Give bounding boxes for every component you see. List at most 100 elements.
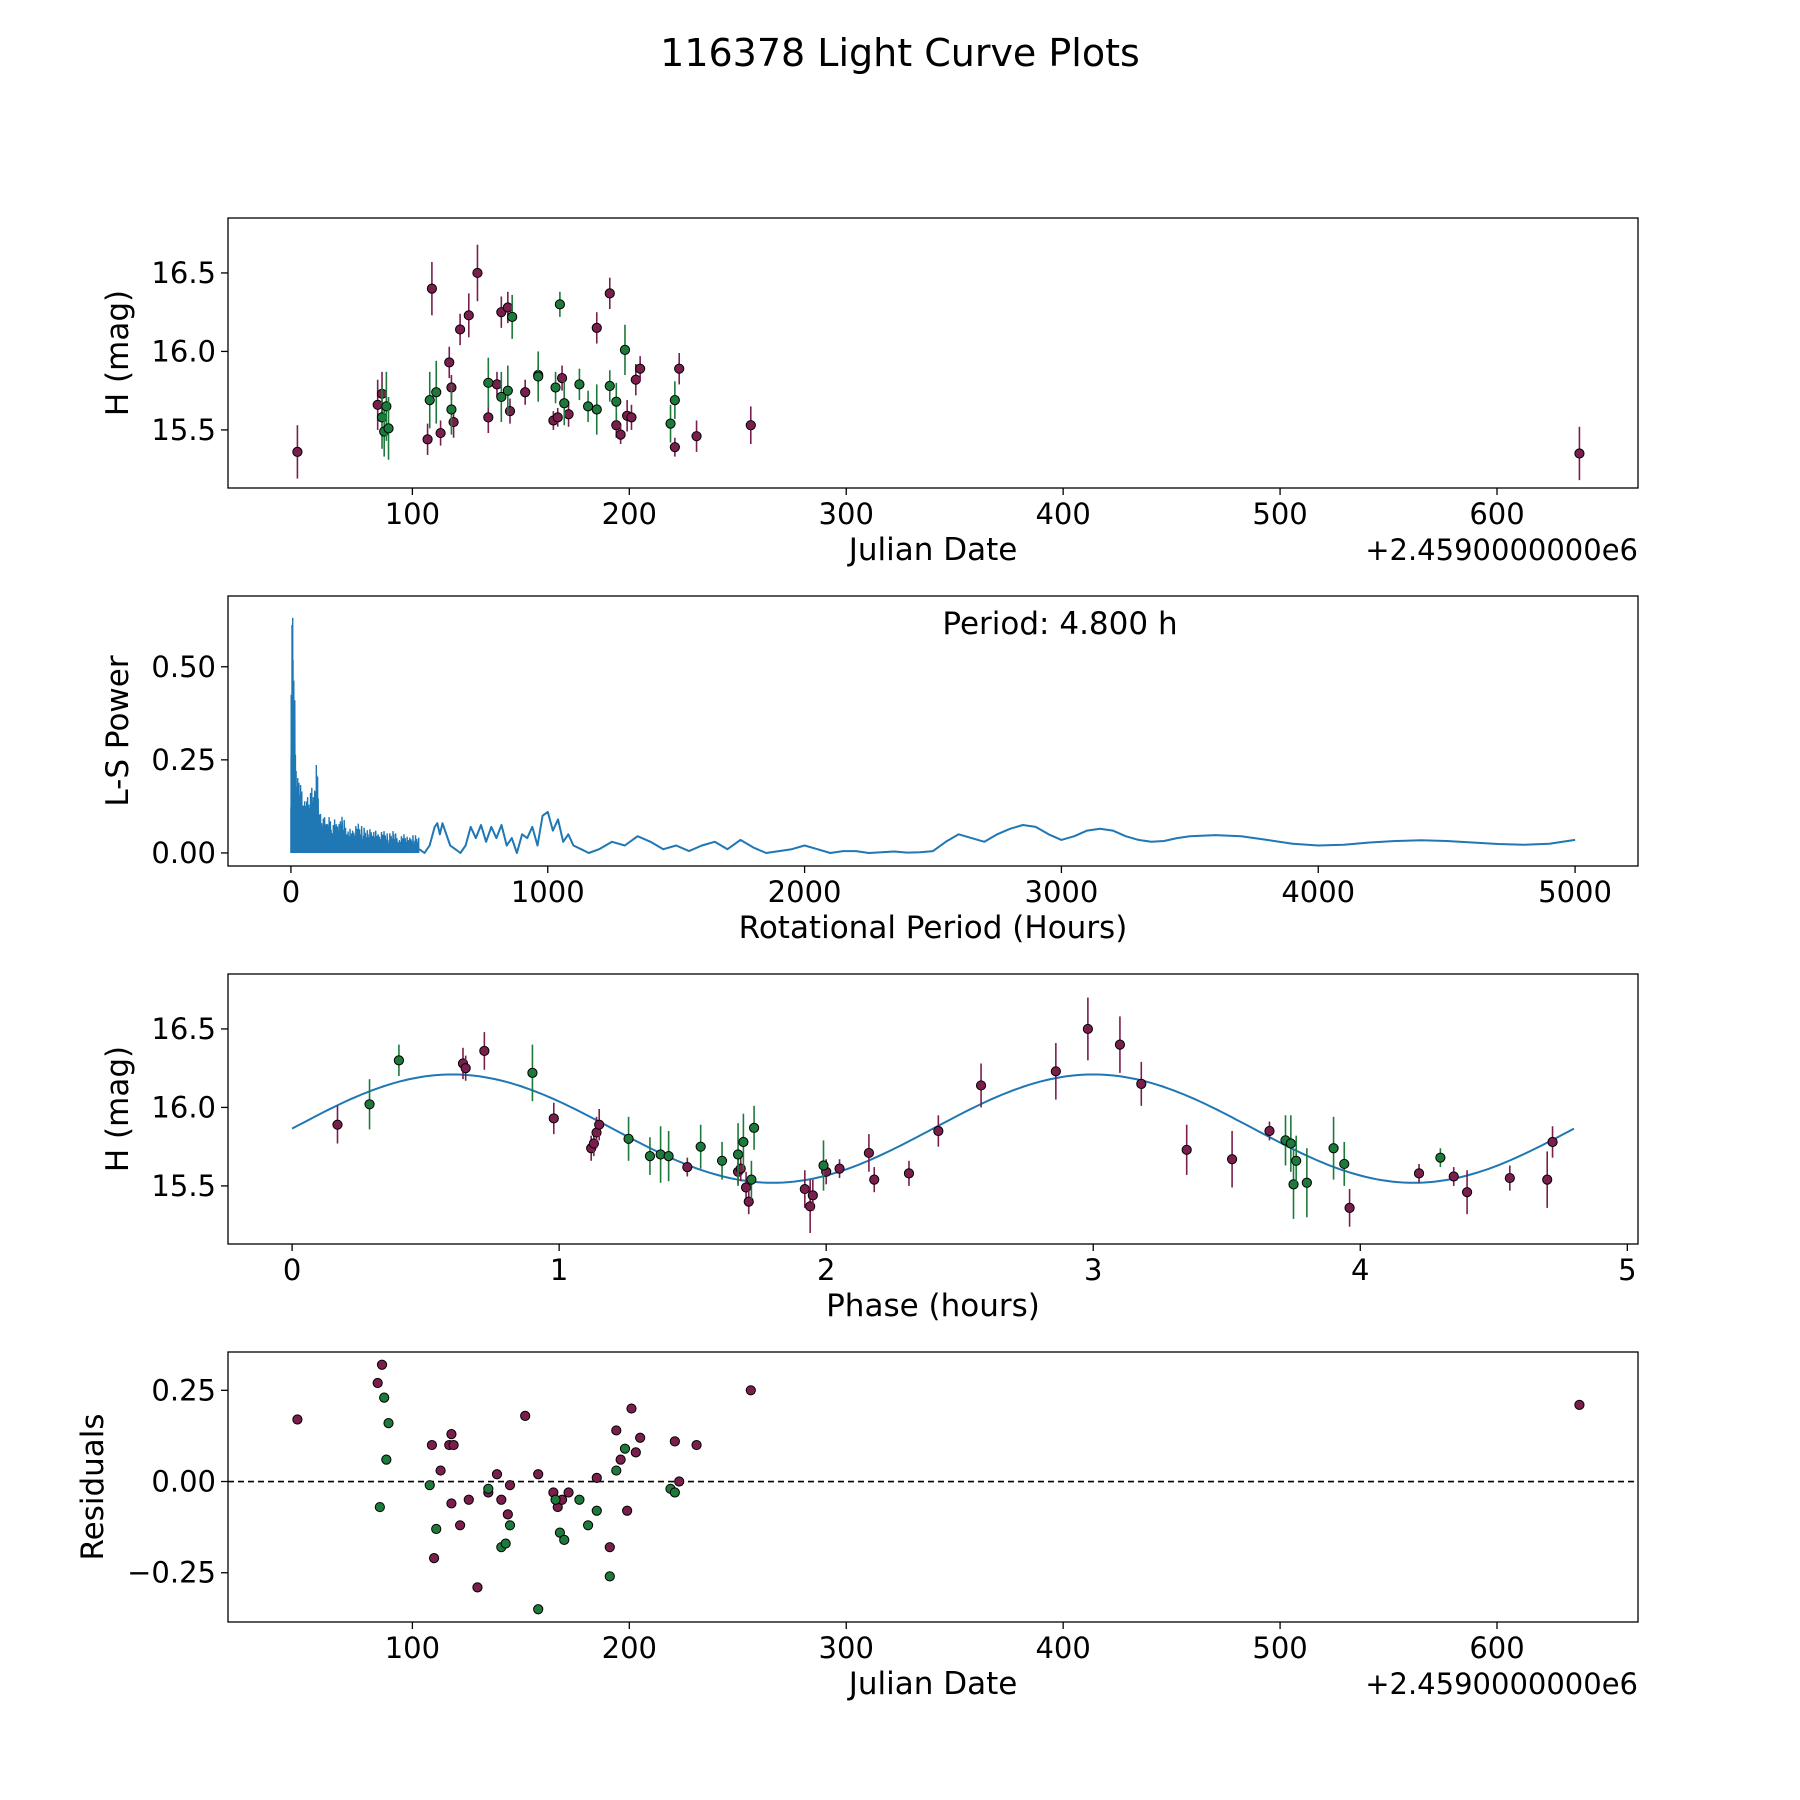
data-point-green [1285, 1138, 1296, 1149]
data-point-green [554, 299, 565, 310]
data-point-magenta [1542, 1174, 1553, 1185]
data-point-magenta [483, 412, 494, 423]
data-point-green [527, 1067, 538, 1078]
data-point-magenta [807, 1190, 818, 1201]
data-point-magenta [611, 420, 622, 431]
data-point-magenta [604, 288, 615, 299]
x-tick-label: 3 [1084, 1253, 1102, 1287]
data-point-magenta [556, 373, 568, 384]
residuals-frame [227, 1351, 1639, 1623]
periodogram-curve [418, 811, 1576, 854]
x-tick-label: 4 [1351, 1253, 1369, 1287]
x-tick-label: 0 [282, 875, 300, 909]
data-point-magenta [491, 379, 503, 390]
lightcurve-offset-label: +2.4590000000e6 [1365, 533, 1638, 567]
y-tick-label: 0.00 [151, 1465, 216, 1499]
data-point-green [732, 1149, 744, 1160]
lightcurve-frame [227, 217, 1639, 489]
data-point-magenta [1082, 1023, 1093, 1035]
data-point-magenta [1226, 1154, 1238, 1165]
data-point-green [559, 1534, 570, 1546]
y-tick-label: 16.0 [151, 334, 216, 368]
data-point-green [619, 1443, 631, 1454]
data-point-green [604, 380, 615, 392]
y-tick-label: 0.50 [151, 650, 216, 684]
data-point-green [533, 1604, 544, 1615]
x-tick-label: 400 [1035, 497, 1090, 531]
data-point-magenta [1547, 1136, 1558, 1148]
data-point-magenta [428, 1553, 440, 1564]
figure-title: 116378 Light Curve Plots [660, 31, 1140, 75]
data-point-magenta [533, 1469, 544, 1480]
data-point-magenta [933, 1125, 944, 1137]
data-point-green [695, 1141, 706, 1152]
data-point-magenta [1181, 1144, 1192, 1155]
data-point-magenta [799, 1183, 810, 1195]
lightcurve-xlabel: Julian Date [847, 532, 1018, 568]
data-point-green [550, 1494, 561, 1505]
data-point-magenta [496, 1494, 507, 1505]
x-tick-label: 300 [819, 1631, 874, 1665]
data-point-green [374, 1501, 385, 1513]
data-point-magenta [455, 324, 466, 335]
data-point-magenta [622, 1505, 633, 1516]
data-point-green [431, 387, 442, 398]
data-point-magenta [372, 1377, 383, 1389]
data-point-magenta [520, 1410, 531, 1421]
x-tick-label: 5000 [1538, 875, 1612, 909]
data-point-green [502, 385, 513, 396]
data-point-green [483, 1483, 494, 1494]
periodogram-panel: Period: 4.800 h Rotational Period (Hours… [100, 595, 1639, 946]
y-tick-label: 0.25 [151, 1373, 216, 1407]
x-tick-label: 600 [1469, 497, 1524, 531]
data-point-green [500, 1538, 511, 1549]
data-point-green [582, 401, 594, 412]
data-point-green [431, 1523, 442, 1535]
data-point-green [383, 1418, 394, 1429]
data-point-magenta [455, 1520, 466, 1531]
x-tick-label: 100 [385, 497, 440, 531]
data-point-magenta [1344, 1202, 1355, 1213]
data-point-green [669, 394, 680, 406]
data-point-green [364, 1099, 375, 1110]
data-point-magenta [591, 322, 602, 333]
data-point-green [424, 1480, 435, 1491]
data-point-green [554, 1527, 565, 1538]
data-point-magenta [372, 399, 383, 410]
data-point-green [663, 1150, 674, 1162]
periodogram-frame [227, 595, 1639, 867]
data-point-magenta [563, 409, 574, 420]
data-point-green [574, 1494, 585, 1505]
data-point-magenta [292, 446, 303, 457]
data-point-magenta [903, 1168, 915, 1179]
residuals-offset-label: +2.4590000000e6 [1365, 1667, 1638, 1701]
x-tick-label: 4000 [1281, 875, 1355, 909]
data-point-magenta [630, 1447, 641, 1458]
x-tick-label: 200 [602, 1631, 657, 1665]
data-point-magenta [669, 442, 680, 453]
data-point-magenta [594, 1119, 605, 1130]
periodogram-xlabel: Rotational Period (Hours) [739, 910, 1128, 946]
data-point-green [379, 1392, 390, 1403]
data-point-magenta [1136, 1078, 1147, 1089]
data-point-magenta [472, 1582, 483, 1593]
data-point-magenta [611, 1425, 622, 1436]
data-point-magenta [332, 1119, 343, 1130]
y-tick-label: 0.00 [151, 836, 216, 870]
data-point-magenta [460, 1063, 471, 1074]
data-point-magenta [448, 416, 459, 428]
data-point-green [611, 396, 622, 407]
data-point-magenta [669, 1436, 680, 1447]
residuals-ylabel: Residuals [75, 1413, 111, 1560]
data-point-magenta [975, 1080, 987, 1091]
data-point-magenta [520, 387, 531, 398]
x-tick-label: 300 [819, 497, 874, 531]
y-tick-label: 0.25 [151, 743, 216, 777]
data-point-magenta [444, 357, 455, 368]
data-point-magenta [1448, 1171, 1459, 1182]
data-point-green [669, 1487, 680, 1498]
data-point-magenta [635, 1432, 646, 1443]
data-point-green [716, 1155, 728, 1166]
data-point-magenta [615, 429, 626, 440]
data-point-green [383, 423, 394, 434]
